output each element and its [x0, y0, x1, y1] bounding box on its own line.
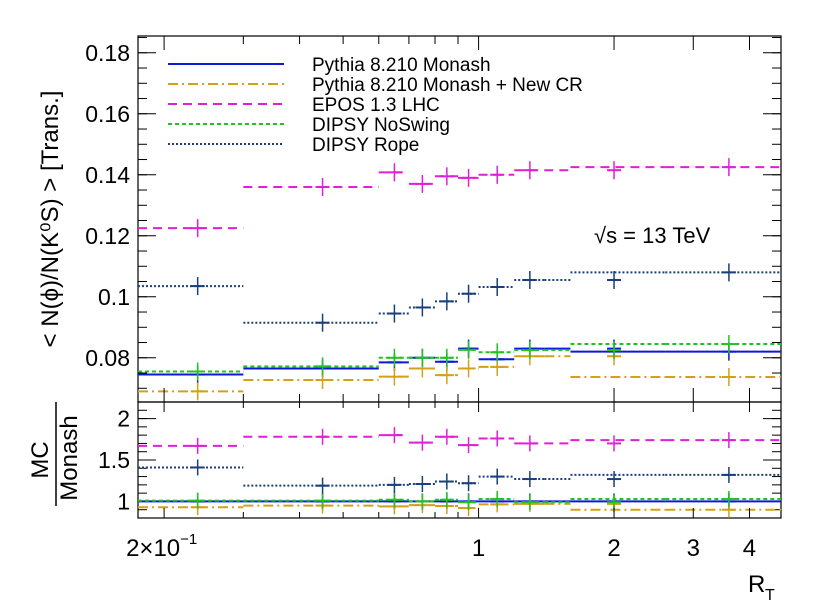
legend-label: DIPSY Rope: [312, 135, 419, 156]
y-tick-label: 0.16: [85, 101, 130, 127]
x-axis: 2×10 −1 1 2 3 4: [126, 36, 756, 562]
top-series: [138, 158, 781, 401]
x-tick-label: 3: [687, 535, 700, 562]
top-panel: 0.08 0.1 0.12 0.14 0.16 0.18: [85, 35, 782, 403]
y-tick-label: 1: [117, 488, 130, 514]
y-axis-label: < N(ϕ)/N(K⁰S) > [Trans.]: [37, 91, 64, 348]
x-tick-label: 1: [472, 535, 485, 562]
ratio-label-top: MC: [27, 441, 54, 478]
y-tick-label: 0.1: [98, 284, 130, 310]
x-axis-label-sub: T: [765, 587, 775, 604]
x-tick-label-exponent: −1: [180, 531, 197, 548]
ratio-series: [138, 427, 781, 518]
x-tick-label: 2×10: [126, 535, 180, 562]
legend-label: Pythia 8.210 Monash + New CR: [312, 75, 583, 96]
ratio-y-axis: 11.52: [98, 401, 781, 519]
x-axis-label: R: [748, 571, 765, 598]
legend-label: EPOS 1.3 LHC: [312, 95, 440, 116]
y-tick-label: 0.12: [85, 223, 130, 249]
y-tick-label: 0.08: [85, 345, 130, 371]
x-tick-label: 4: [743, 535, 756, 562]
y-tick-label: 1.5: [98, 447, 130, 473]
ratio-panel: 11.52: [98, 401, 782, 519]
y-tick-label: 0.14: [85, 162, 130, 188]
energy-label: √s = 13 TeV: [594, 223, 711, 248]
y-tick-label: 2: [117, 406, 130, 432]
top-y-axis: 0.08 0.1 0.12 0.14 0.16 0.18: [85, 37, 781, 389]
x-tick-label: 2: [607, 535, 620, 562]
legend-label: Pythia 8.210 Monash: [312, 55, 491, 76]
ratio-label-bottom: Monash: [56, 415, 83, 500]
legend-label: DIPSY NoSwing: [312, 115, 450, 136]
y-tick-label: 0.18: [85, 40, 130, 66]
